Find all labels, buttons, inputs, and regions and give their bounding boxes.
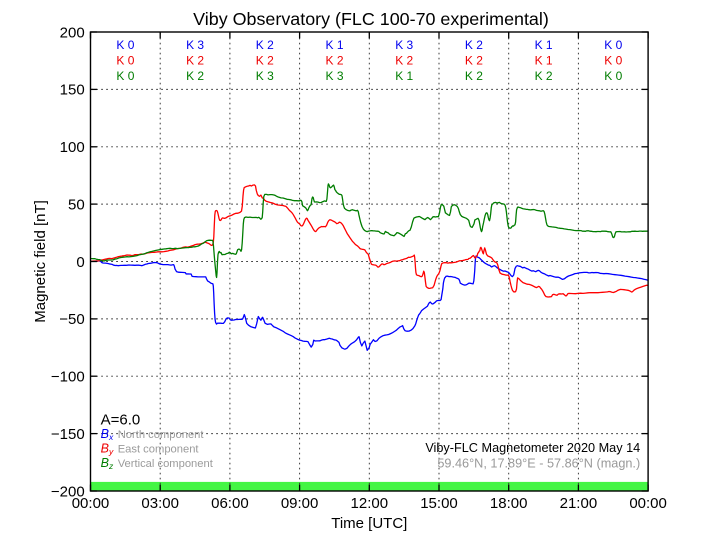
svg-text:−50: −50 (59, 311, 84, 328)
svg-text:A=6.0: A=6.0 (101, 412, 141, 429)
svg-text:K 2: K 2 (256, 38, 274, 52)
svg-text:K 3: K 3 (186, 38, 204, 52)
svg-text:18:00: 18:00 (490, 495, 528, 512)
svg-text:Magnetic field [nT]: Magnetic field [nT] (32, 200, 49, 323)
svg-text:Viby Observatory (FLC 100-70 e: Viby Observatory (FLC 100-70 experimenta… (193, 9, 549, 29)
svg-text:K 2: K 2 (186, 69, 204, 83)
svg-text:100: 100 (60, 139, 85, 156)
svg-text:K 2: K 2 (256, 53, 274, 67)
svg-text:Vertical component: Vertical component (118, 458, 214, 470)
svg-text:K 1: K 1 (535, 38, 553, 52)
svg-text:00:00: 00:00 (629, 495, 667, 512)
svg-text:−200: −200 (51, 483, 85, 500)
svg-text:−150: −150 (51, 426, 85, 443)
svg-text:03:00: 03:00 (141, 495, 179, 512)
svg-text:K 2: K 2 (186, 53, 204, 67)
svg-text:09:00: 09:00 (281, 495, 319, 512)
svg-text:K 2: K 2 (465, 53, 483, 67)
svg-text:K 1: K 1 (395, 69, 413, 83)
svg-text:K 2: K 2 (465, 69, 483, 83)
svg-text:200: 200 (60, 24, 85, 41)
svg-text:Time [UTC]: Time [UTC] (331, 515, 407, 532)
svg-text:K 0: K 0 (604, 69, 622, 83)
svg-text:0: 0 (76, 254, 84, 271)
svg-text:K 2: K 2 (325, 53, 343, 67)
svg-text:K 3: K 3 (325, 69, 343, 83)
svg-text:K 1: K 1 (535, 53, 553, 67)
svg-text:Viby-FLC Magnetometer 2020 May: Viby-FLC Magnetometer 2020 May 14 (425, 441, 640, 455)
svg-text:15:00: 15:00 (420, 495, 458, 512)
svg-text:K 0: K 0 (604, 53, 622, 67)
svg-text:K 0: K 0 (116, 38, 134, 52)
svg-text:K 2: K 2 (465, 38, 483, 52)
svg-text:150: 150 (60, 82, 85, 99)
svg-text:06:00: 06:00 (211, 495, 249, 512)
svg-text:50: 50 (68, 196, 85, 213)
svg-text:North component: North component (118, 429, 205, 441)
svg-text:K 2: K 2 (535, 69, 553, 83)
svg-text:K 0: K 0 (116, 53, 134, 67)
svg-text:K 0: K 0 (116, 69, 134, 83)
svg-text:−100: −100 (51, 369, 85, 386)
svg-text:K 3: K 3 (395, 38, 413, 52)
svg-text:21:00: 21:00 (560, 495, 598, 512)
svg-text:K 2: K 2 (395, 53, 413, 67)
svg-text:K 1: K 1 (325, 38, 343, 52)
svg-text:12:00: 12:00 (351, 495, 389, 512)
svg-text:K 3: K 3 (256, 69, 274, 83)
svg-text:K 0: K 0 (604, 38, 622, 52)
svg-text:00:00: 00:00 (72, 495, 110, 512)
svg-text:59.46°N, 17.89°E - 57.86°N (ma: 59.46°N, 17.89°E - 57.86°N (magn.) (437, 456, 640, 470)
svg-text:East component: East component (118, 443, 200, 455)
